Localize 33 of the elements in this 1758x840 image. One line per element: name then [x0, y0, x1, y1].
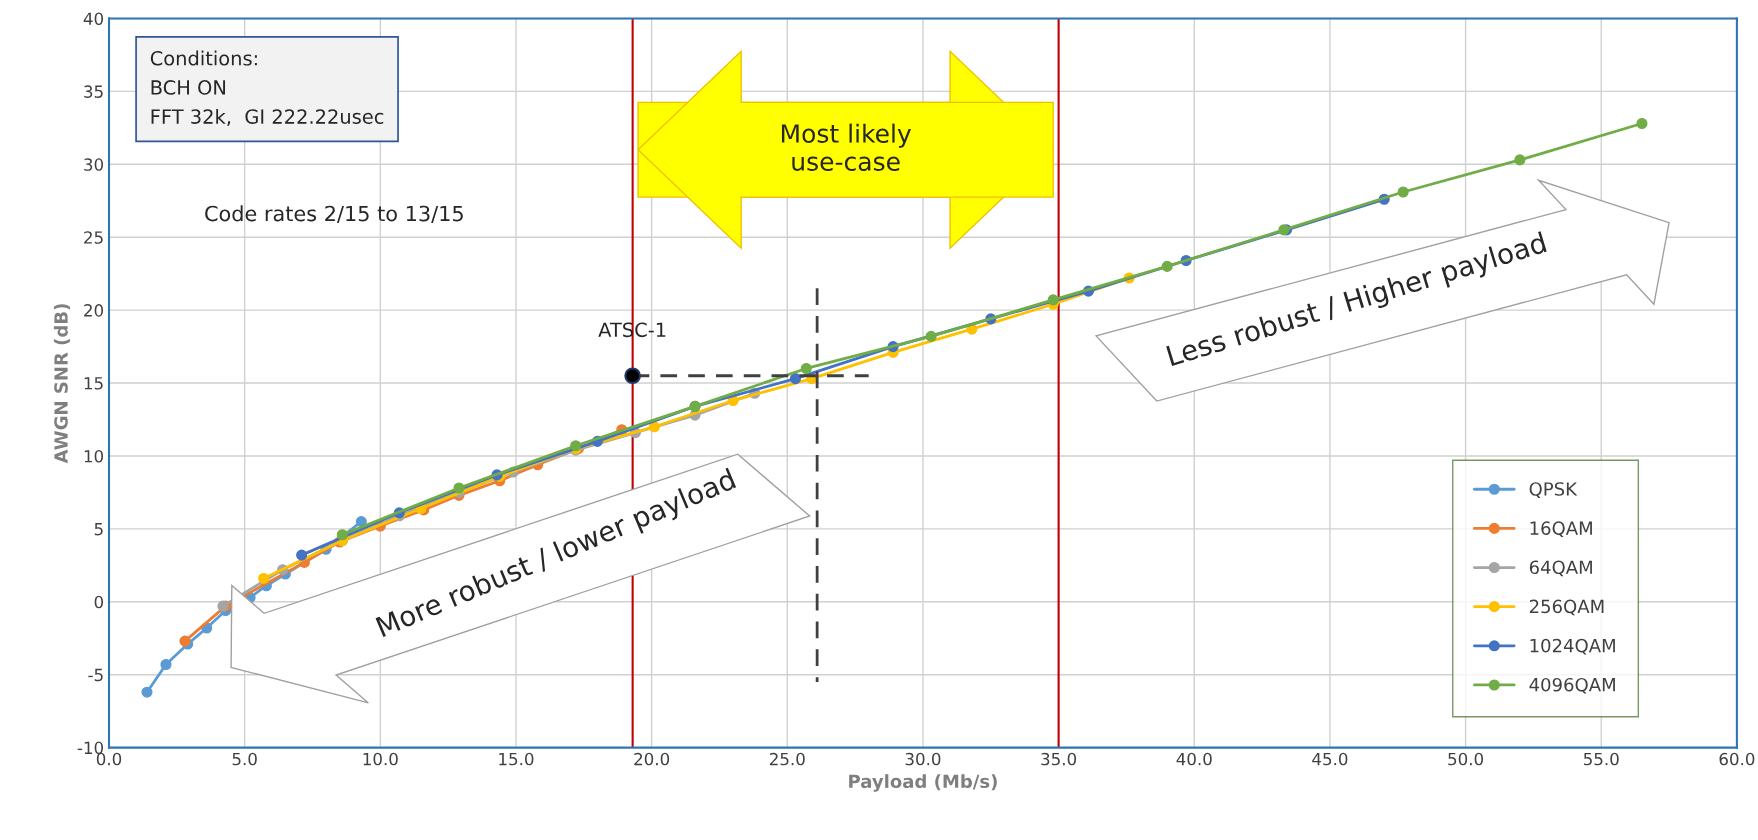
legend-label: 1024QAM: [1530, 638, 1615, 655]
y-tick-label: -5: [88, 668, 103, 682]
annotation: Conditions: BCH ON FFT 32k, GI 222.22usec: [150, 50, 384, 126]
legend-label: QPSK: [1529, 482, 1578, 498]
x-tick-label: 45.0: [1312, 752, 1348, 766]
x-axis-title: Payload (Mb/s): [849, 774, 997, 792]
y-tick-label: 15: [84, 377, 103, 390]
legend-label: 256QAM: [1529, 599, 1604, 616]
y-tick-label: 35: [84, 85, 103, 98]
x-tick-label: 35.0: [1041, 752, 1077, 766]
x-tick-label: 25.0: [769, 752, 805, 766]
y-tick-label: 0: [94, 595, 104, 609]
x-tick-label: 30.0: [905, 752, 941, 766]
legend-label: 4096QAM: [1529, 677, 1615, 694]
y-tick-label: 40: [83, 12, 104, 26]
x-tick-label: 40.0: [1176, 752, 1212, 766]
annotation: Code rates 2/15 to 13/15: [205, 205, 463, 224]
annotation: Most likely use-case: [781, 123, 911, 171]
x-tick-label: 55.0: [1583, 752, 1619, 766]
x-tick-label: 60.0: [1719, 752, 1755, 766]
x-tick-label: 15.0: [499, 752, 534, 766]
legend-label: 64QAM: [1529, 560, 1592, 577]
x-tick-label: 20.0: [634, 752, 670, 766]
y-tick-label: 25: [84, 231, 103, 244]
y-tick-label: 30: [84, 158, 104, 171]
y-tick-label: 5: [94, 523, 103, 536]
x-tick-label: 5.0: [232, 752, 257, 766]
legend-label: 16QAM: [1530, 521, 1592, 538]
x-tick-label: 10.0: [363, 752, 398, 766]
y-tick-label: 20: [84, 304, 104, 317]
x-tick-label: 50.0: [1448, 752, 1484, 766]
y-tick-label: 10: [84, 449, 104, 463]
y-axis-title: AWGN SNR (dB): [53, 304, 70, 464]
